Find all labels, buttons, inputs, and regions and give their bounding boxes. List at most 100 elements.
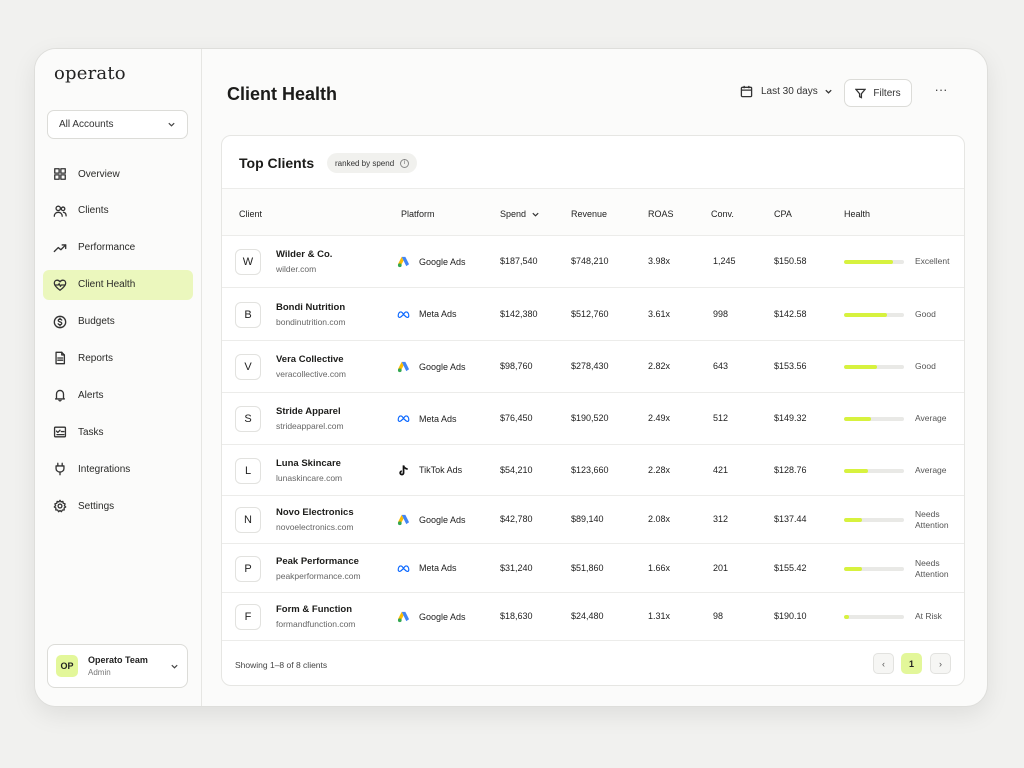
platform-cell: Google Ads xyxy=(397,513,466,526)
column-header-platform[interactable]: Platform xyxy=(401,209,435,219)
google-ads-icon xyxy=(397,610,419,623)
sidebar-item-integrations[interactable]: Integrations xyxy=(43,454,193,484)
client-domain: formandfunction.com xyxy=(276,619,356,629)
column-header-revenue[interactable]: Revenue xyxy=(571,209,608,219)
sidebar-item-reports[interactable]: Reports xyxy=(43,343,193,373)
health-label: Average xyxy=(915,413,947,423)
table-row[interactable]: S Stride Apparel strideapparel.com Meta Ads… xyxy=(222,393,964,445)
client-name[interactable]: Peak Performance xyxy=(276,555,359,567)
client-initial-badge: B xyxy=(235,301,261,328)
health-bar-fill xyxy=(844,615,849,619)
meta-ads-icon xyxy=(397,412,419,425)
account-select[interactable]: All Accounts xyxy=(47,110,188,139)
spend-cell: $31,240 xyxy=(500,562,533,573)
roas-cell: 3.98x xyxy=(648,256,671,266)
conversions-cell: 998 xyxy=(713,308,729,319)
platform-label: Google Ads xyxy=(419,611,466,622)
sidebar-item-budgets[interactable]: Budgets xyxy=(43,307,193,337)
health-bar-fill xyxy=(844,566,862,571)
platform-cell: Google Ads xyxy=(397,610,466,623)
cpa-cell: $137.44 xyxy=(774,514,807,524)
cpa-cell: $128.76 xyxy=(774,464,807,475)
conversions-cell: 1,245 xyxy=(713,256,736,266)
table-row[interactable]: P Peak Performance peakperformance.com Meta… xyxy=(222,544,964,593)
client-domain: bondinutrition.com xyxy=(276,316,346,327)
rank-badge-label: ranked by spend xyxy=(335,158,395,168)
health-bar xyxy=(844,365,904,369)
client-name[interactable]: Stride Apparel xyxy=(276,406,341,417)
grid-icon xyxy=(54,168,66,180)
client-name[interactable]: Form & Function xyxy=(276,604,352,615)
table-row[interactable]: B Bondi Nutrition bondinutrition.com Meta A… xyxy=(222,288,964,341)
table-row[interactable]: L Luna Skincare lunaskincare.com TikTok Ads… xyxy=(222,445,964,496)
cpa-cell: $142.58 xyxy=(774,308,807,319)
filters-button[interactable]: Filters xyxy=(844,79,912,107)
revenue-cell: $748,210 xyxy=(571,256,609,266)
sidebar-nav: Overview Clients Performance Client Heal… xyxy=(43,159,193,528)
sidebar-item-settings[interactable]: Settings xyxy=(43,491,193,521)
google-ads-icon xyxy=(397,360,419,373)
cpa-cell: $153.56 xyxy=(774,361,807,371)
column-header-conv[interactable]: Conv. xyxy=(711,209,734,219)
sidebar-item-overview[interactable]: Overview xyxy=(43,159,193,189)
sidebar-item-client-health[interactable]: Client Health xyxy=(43,269,193,300)
revenue-cell: $278,430 xyxy=(571,361,609,371)
tiktok-ads-icon xyxy=(397,464,419,477)
health-bar-fill xyxy=(844,260,894,264)
info-icon[interactable]: i xyxy=(400,158,410,168)
client-name[interactable]: Bondi Nutrition xyxy=(276,301,346,313)
filters-label: Filters xyxy=(873,87,901,99)
health-bar-fill xyxy=(844,312,888,317)
pagination-page-1[interactable]: 1 xyxy=(901,653,922,674)
client-initial-badge: S xyxy=(235,406,261,432)
column-header-spend[interactable]: Spend xyxy=(500,209,540,219)
client-name[interactable]: Vera Collective xyxy=(276,354,344,365)
platform-cell: Meta Ads xyxy=(397,308,457,321)
client-name[interactable]: Novo Electronics xyxy=(276,507,354,518)
sort-descending-icon xyxy=(532,212,539,217)
meta-ads-icon xyxy=(397,308,419,321)
platform-label: TikTok Ads xyxy=(419,465,463,475)
column-header-cpa[interactable]: CPA xyxy=(774,209,792,219)
spend-cell: $18,630 xyxy=(500,611,533,621)
health-bar xyxy=(844,468,904,473)
table-row[interactable]: W Wilder & Co. wilder.com Google Ads $187,54… xyxy=(222,236,964,288)
table-row[interactable]: N Novo Electronics novoelectronics.com Goog… xyxy=(222,496,964,544)
health-bar xyxy=(844,615,904,619)
revenue-cell: $89,140 xyxy=(571,514,604,524)
client-name[interactable]: Luna Skincare xyxy=(276,457,341,469)
more-options-button[interactable]: ··· xyxy=(934,82,948,97)
column-header-spend-label: Spend xyxy=(500,209,527,219)
column-header-roas[interactable]: ROAS xyxy=(648,209,674,219)
sidebar-item-performance[interactable]: Performance xyxy=(43,233,193,263)
sidebar-item-alerts[interactable]: Alerts xyxy=(43,380,193,410)
gear-icon xyxy=(53,499,67,513)
health-label: Needs Attention xyxy=(915,557,949,579)
client-initial-badge: N xyxy=(235,507,261,533)
client-name[interactable]: Wilder & Co. xyxy=(276,249,333,260)
sidebar-item-tasks[interactable]: Tasks xyxy=(43,417,193,447)
column-header-health[interactable]: Health xyxy=(844,209,871,219)
pagination-next-button[interactable]: › xyxy=(930,653,951,674)
client-domain: veracollective.com xyxy=(276,369,346,379)
roas-cell: 1.66x xyxy=(648,562,671,573)
client-initial-badge: P xyxy=(235,555,261,582)
spend-cell: $76,450 xyxy=(500,413,533,423)
date-range-picker[interactable]: Last 30 days xyxy=(740,85,833,98)
sidebar-item-clients[interactable]: Clients xyxy=(43,196,193,226)
column-header-client[interactable]: Client xyxy=(239,209,263,219)
platform-cell: Meta Ads xyxy=(397,562,457,575)
spend-cell: $54,210 xyxy=(500,464,533,475)
plug-icon xyxy=(55,462,65,476)
table-row[interactable]: V Vera Collective veracollective.com Google… xyxy=(222,341,964,393)
app-window: operato All Accounts Overview Clients Pe… xyxy=(34,48,988,707)
table-row[interactable]: F Form & Function formandfunction.com Googl… xyxy=(222,593,964,641)
pagination-prev-button[interactable]: ‹ xyxy=(873,653,894,674)
team-switcher[interactable]: OP Operato Team Admin xyxy=(47,644,188,688)
roas-cell: 2.49x xyxy=(648,413,671,423)
chevron-down-icon xyxy=(168,122,175,127)
health-bar-fill xyxy=(844,365,877,369)
page-title: Client Health xyxy=(227,84,338,104)
team-name: Operato Team xyxy=(88,655,148,665)
sidebar-item-label: Performance xyxy=(78,242,136,254)
